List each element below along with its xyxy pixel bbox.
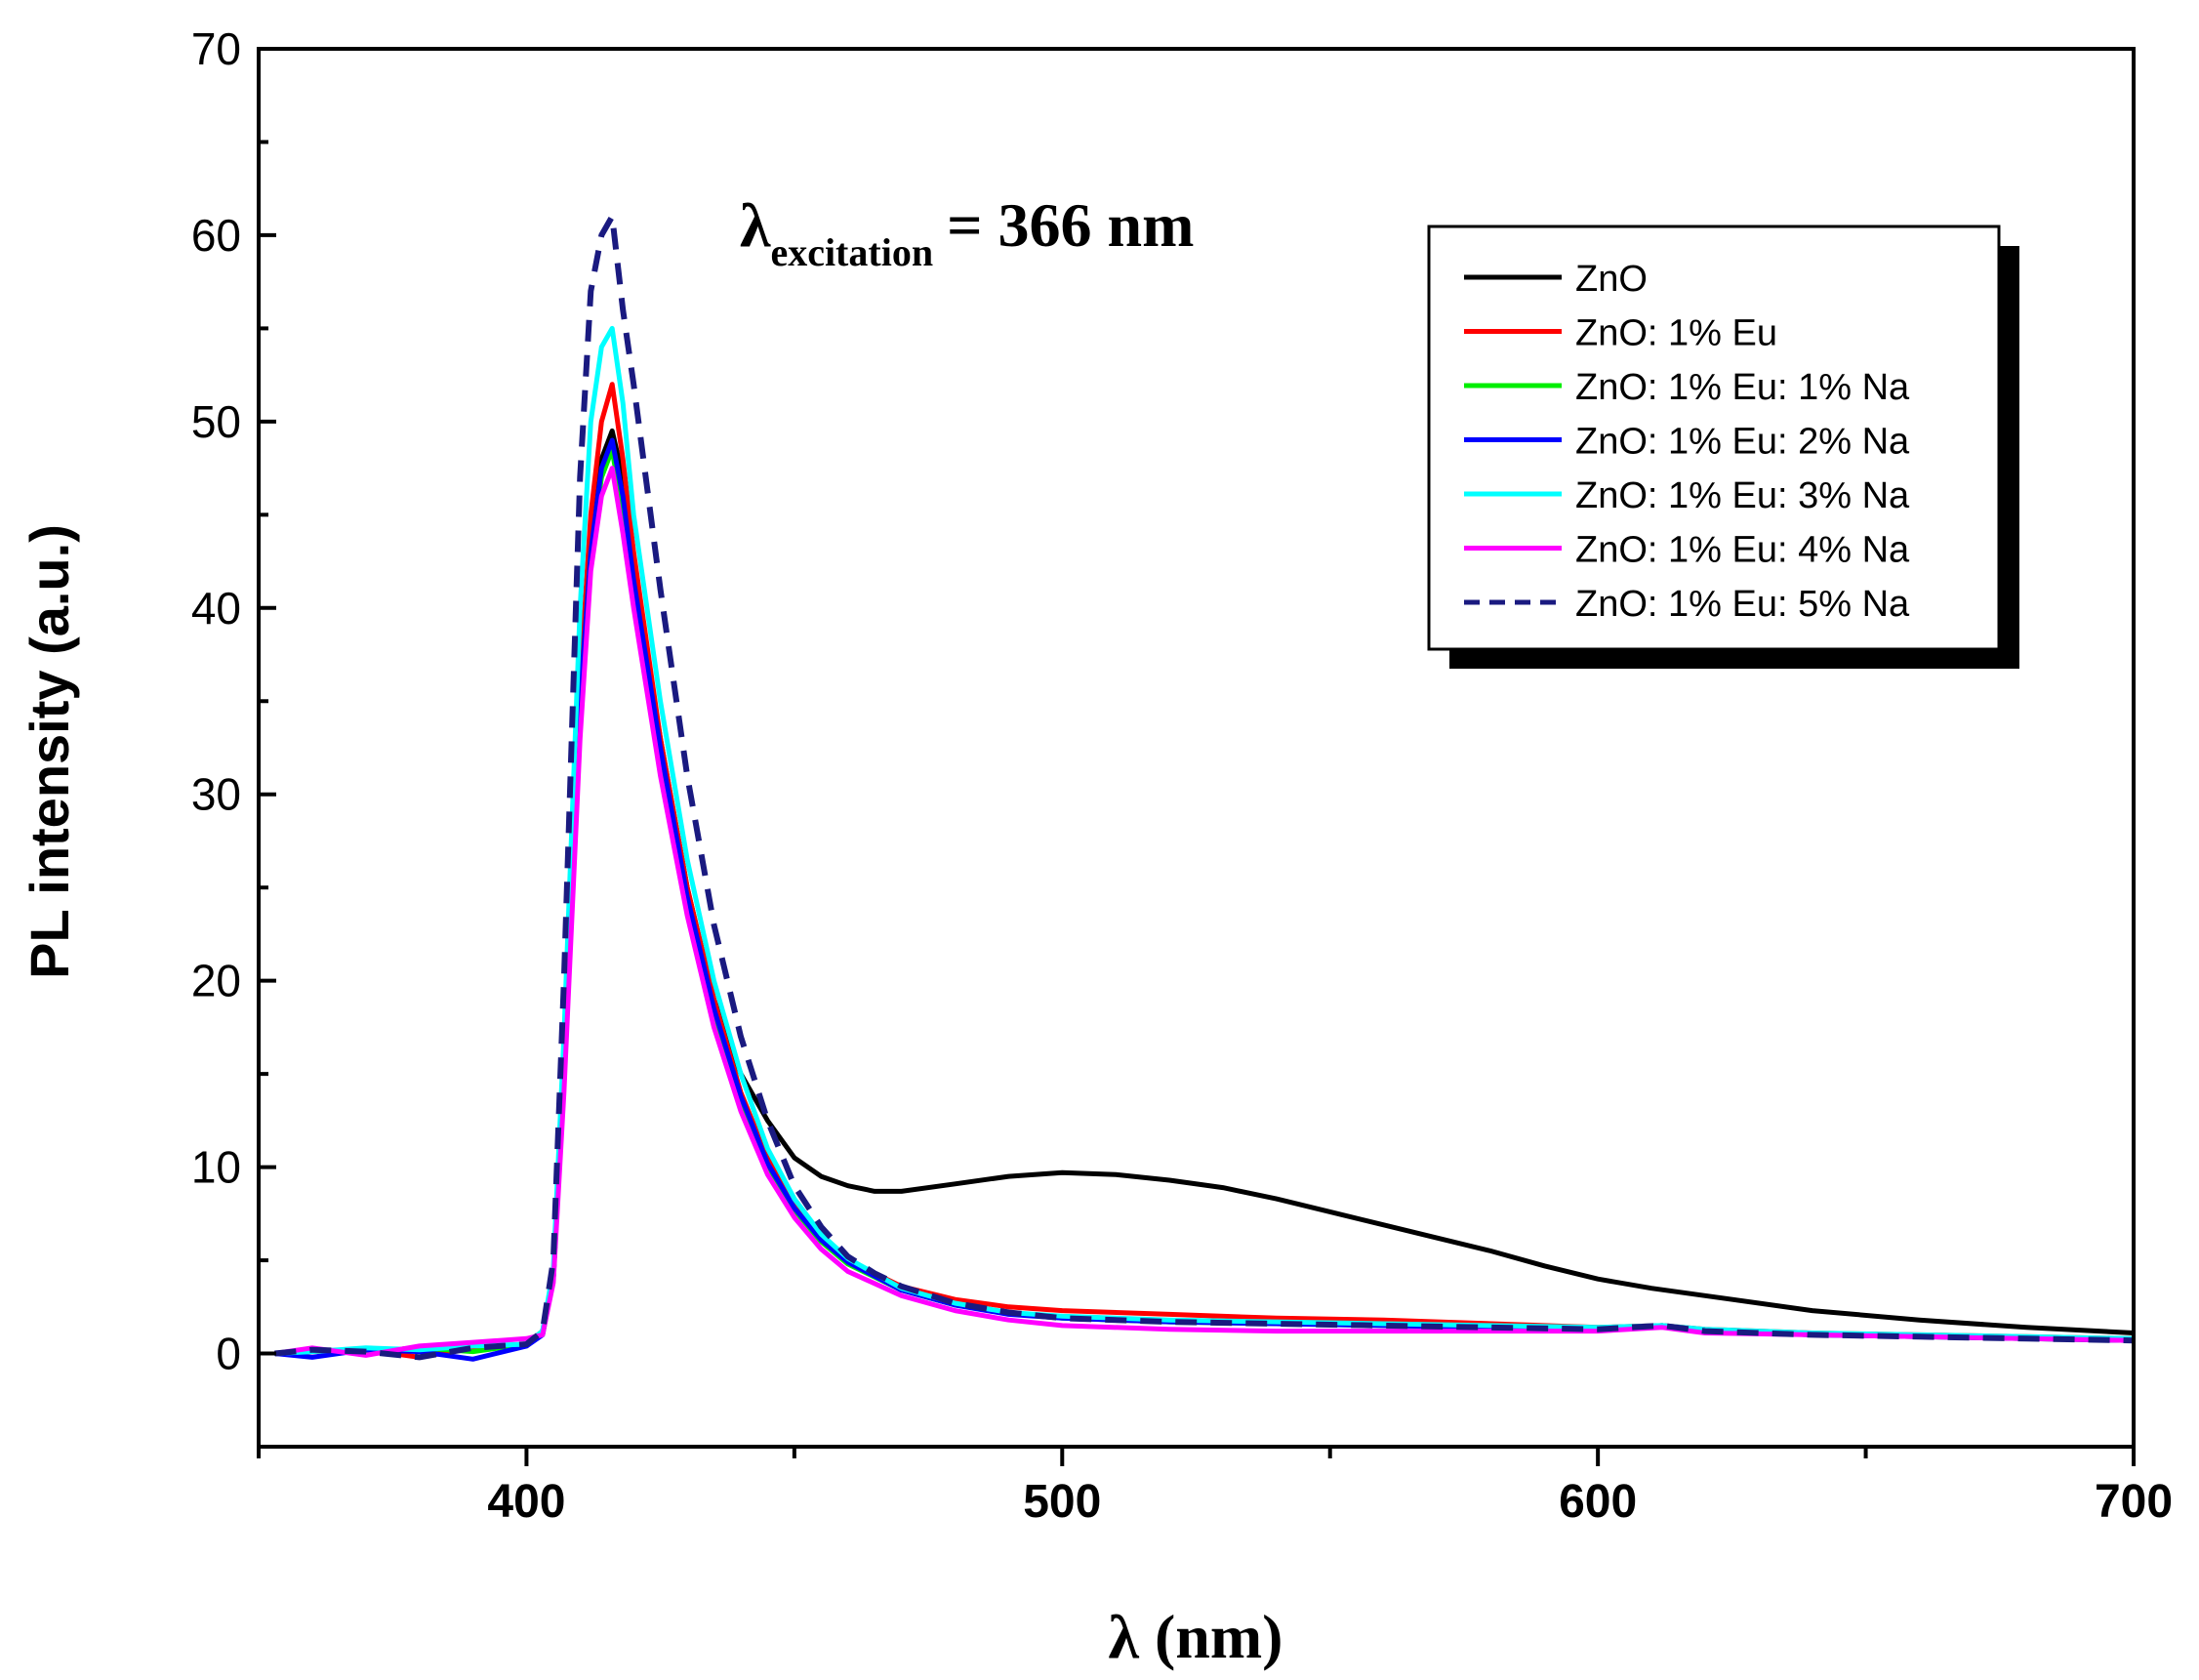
annotation-subscript: excitation (770, 230, 933, 274)
y-tick-label: 10 (191, 1142, 241, 1193)
legend: ZnO ZnO: 1% Eu ZnO: 1% Eu: 1% Na ZnO: 1% Eu… (1427, 225, 2019, 669)
y-axis-title: PL intensity (a.u.) (19, 524, 80, 979)
y-tick-label: 70 (191, 23, 241, 74)
excitation-annotation: λexcitation = 366 nm (740, 190, 1194, 274)
series-line-6 (274, 213, 2135, 1361)
legend-label-5: ZnO: 1% Eu: 4% Na (1575, 530, 1910, 571)
x-tick-label: 600 (1559, 1476, 1637, 1528)
legend-label-3: ZnO: 1% Eu: 2% Na (1575, 422, 1910, 463)
legend-label-6: ZnO: 1% Eu: 5% Na (1575, 584, 1910, 625)
legend-label-2: ZnO: 1% Eu: 1% Na (1575, 367, 1910, 408)
x-tick-label: 400 (487, 1476, 565, 1528)
y-tick-label: 20 (191, 956, 241, 1006)
y-tick-label: 60 (191, 210, 241, 261)
y-tick-label: 50 (191, 396, 241, 447)
x-axis-title: λ (nm) (1109, 1602, 1283, 1671)
legend-items: ZnO ZnO: 1% Eu ZnO: 1% Eu: 1% Na ZnO: 1% Eu… (1464, 259, 1910, 625)
y-tick-label: 0 (216, 1329, 241, 1379)
plot-frame (257, 47, 2136, 1449)
x-axis-ticks: 400 500 600 700 (257, 1447, 2173, 1528)
y-tick-label: 40 (191, 583, 241, 634)
legend-label-0: ZnO (1575, 259, 1648, 300)
y-tick-label: 30 (191, 769, 241, 820)
x-tick-label: 500 (1023, 1476, 1101, 1528)
x-tick-label: 700 (2095, 1476, 2173, 1528)
series-lines (274, 213, 2135, 1362)
legend-label-4: ZnO: 1% Eu: 3% Na (1575, 475, 1910, 516)
annotation-symbol: λ (740, 190, 771, 260)
legend-label-1: ZnO: 1% Eu (1575, 313, 1777, 354)
annotation-value: = 366 nm (947, 190, 1194, 260)
y-axis-ticks: 0 10 20 30 40 50 60 70 (191, 23, 276, 1449)
